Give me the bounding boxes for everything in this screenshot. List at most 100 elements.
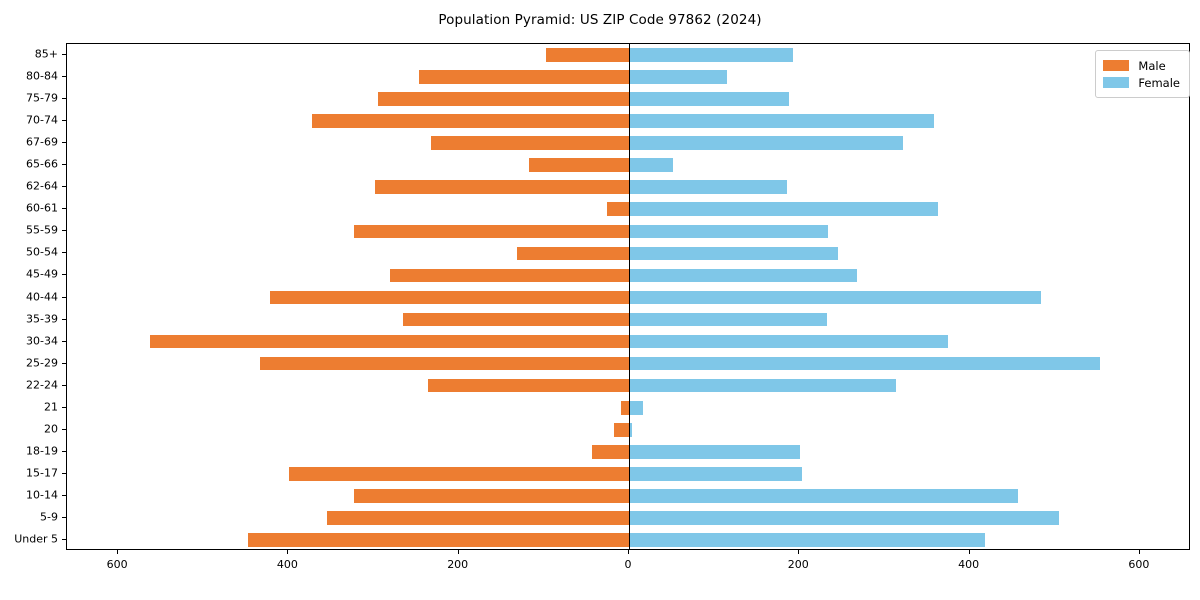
bar-male <box>248 533 629 547</box>
bar-male <box>606 202 629 217</box>
y-tick-label: 35-39 <box>26 312 58 326</box>
legend-label-male: Male <box>1138 58 1166 73</box>
x-tick-mark <box>457 550 459 554</box>
bar-row <box>67 444 1189 459</box>
bars-container <box>67 44 1189 549</box>
x-tick-mark <box>628 550 629 554</box>
y-tick-mark <box>62 54 66 56</box>
y-tick-mark <box>62 406 66 408</box>
y-tick-mark <box>62 98 66 100</box>
x-tick-label: 0 <box>624 558 632 571</box>
legend-label-female: Female <box>1138 75 1180 90</box>
bar-row <box>67 48 1189 62</box>
legend-entry-male[interactable]: Male <box>1103 57 1180 74</box>
bar-male <box>353 224 629 239</box>
x-tick-mark <box>1138 550 1140 554</box>
y-tick-mark <box>62 428 66 430</box>
bar-male <box>326 511 629 525</box>
y-tick-label: 18-19 <box>26 444 58 458</box>
bar-female <box>629 467 802 481</box>
y-tick-mark <box>62 164 66 166</box>
bar-row <box>67 400 1189 415</box>
bar-female <box>629 114 934 128</box>
y-tick-mark <box>62 450 66 452</box>
bar-row <box>67 92 1189 106</box>
x-tick-label: 600 <box>1128 558 1150 571</box>
bar-row <box>67 533 1189 547</box>
bar-female <box>629 180 788 195</box>
bar-male <box>375 180 629 195</box>
y-tick-label: 60-61 <box>26 201 58 215</box>
bar-female <box>629 92 790 106</box>
bar-male <box>545 48 629 62</box>
bar-female <box>629 70 727 84</box>
bar-female <box>629 268 858 283</box>
bar-row <box>67 202 1189 217</box>
y-tick-mark <box>62 516 66 518</box>
y-tick-mark <box>62 318 66 320</box>
y-tick-label: 40-44 <box>26 290 58 303</box>
x-tick-label: 400 <box>958 558 980 571</box>
y-tick-label: 65-66 <box>26 157 58 171</box>
bar-female <box>629 356 1100 371</box>
bar-female <box>629 489 1019 503</box>
bar-female <box>629 136 904 151</box>
y-tick-label: 50-54 <box>26 245 58 259</box>
bar-male <box>289 467 629 481</box>
bar-male <box>353 489 629 503</box>
y-tick-label: 15-17 <box>26 466 58 480</box>
y-tick-mark <box>62 230 66 232</box>
bar-male <box>150 334 629 349</box>
y-tick-mark <box>62 296 66 298</box>
y-tick-mark <box>62 208 66 210</box>
bar-male <box>389 268 629 283</box>
x-tick-label: 200 <box>447 558 469 571</box>
bar-female <box>629 334 949 349</box>
x-tick-label: 200 <box>787 558 809 571</box>
zero-axis-line <box>629 44 630 549</box>
y-tick-label: 45-49 <box>26 267 58 281</box>
bar-row <box>67 467 1189 481</box>
bar-male <box>430 136 629 151</box>
bar-female <box>629 444 801 459</box>
bar-male <box>260 356 629 371</box>
y-tick-label: 67-69 <box>26 135 58 149</box>
bar-female <box>629 378 897 393</box>
legend[interactable]: Male Female <box>1095 50 1190 98</box>
x-tick-label: 400 <box>276 558 298 571</box>
y-tick-mark <box>62 274 66 276</box>
y-tick-mark <box>62 472 66 474</box>
y-tick-label: 10-14 <box>26 488 58 502</box>
bar-row <box>67 356 1189 371</box>
bar-row <box>67 312 1189 327</box>
bar-female <box>629 511 1059 525</box>
bar-male <box>528 158 629 173</box>
y-tick-mark <box>62 252 66 254</box>
bar-row <box>67 290 1189 305</box>
bar-row <box>67 136 1189 151</box>
bar-row <box>67 268 1189 283</box>
bar-male <box>403 312 629 327</box>
plot-area <box>66 43 1190 550</box>
y-tick-mark <box>62 384 66 386</box>
bar-male <box>312 114 629 128</box>
legend-entry-female[interactable]: Female <box>1103 74 1180 91</box>
y-tick-label: 62-64 <box>26 179 58 193</box>
x-tick-mark <box>287 550 289 554</box>
x-tick-mark <box>968 550 970 554</box>
x-tick-mark <box>798 550 800 554</box>
legend-swatch-female <box>1103 77 1130 88</box>
y-tick-mark <box>62 142 66 144</box>
y-tick-label: 75-79 <box>26 91 58 105</box>
y-tick-mark <box>62 362 66 364</box>
y-tick-label: 20 <box>44 422 58 436</box>
y-tick-mark <box>62 76 66 78</box>
bar-row <box>67 246 1189 261</box>
y-tick-mark <box>62 340 66 342</box>
bar-row <box>67 511 1189 525</box>
bar-female <box>629 533 985 547</box>
bar-row <box>67 334 1189 349</box>
bar-female <box>629 246 839 261</box>
bar-male <box>418 70 629 84</box>
